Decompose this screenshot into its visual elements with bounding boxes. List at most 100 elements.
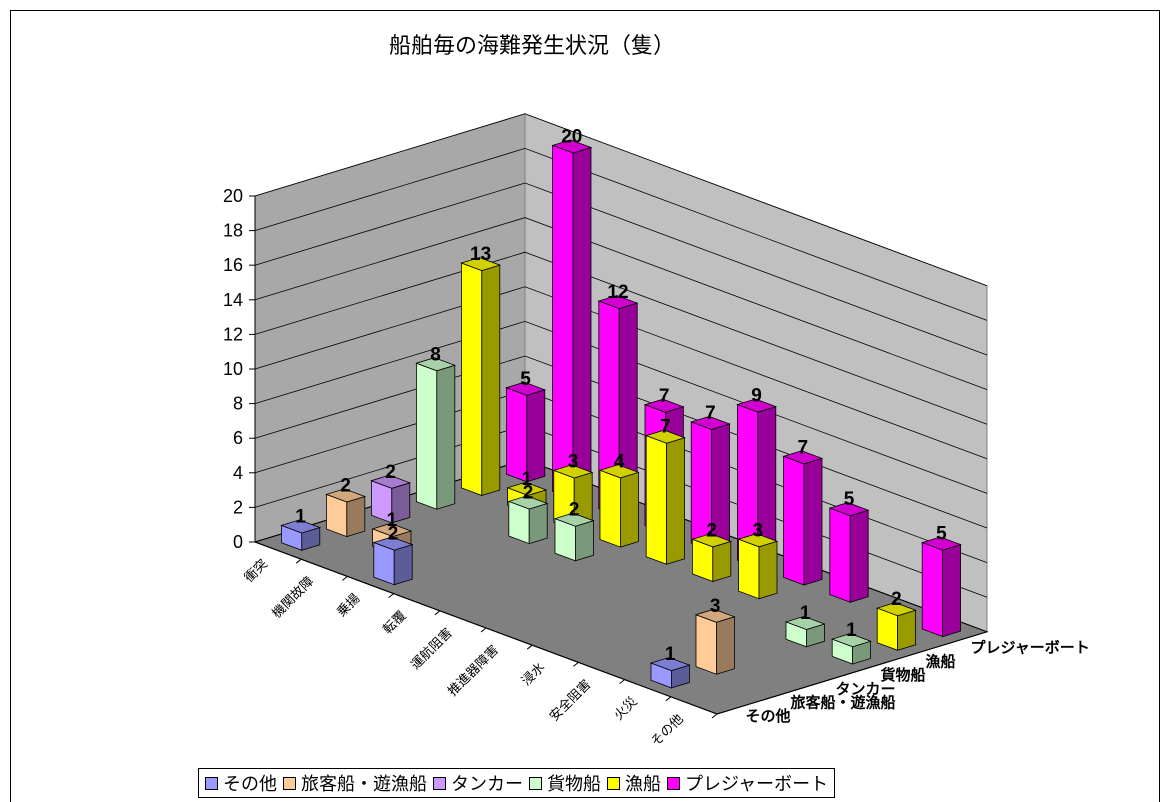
- data-label: 2: [569, 500, 580, 521]
- category-label: その他: [649, 712, 687, 750]
- category-label: 火災: [612, 694, 641, 723]
- z-tick-label: 12: [223, 324, 243, 344]
- data-label: 7: [660, 417, 671, 438]
- data-label: 1: [387, 510, 398, 531]
- legend-item: 貨物船: [529, 770, 601, 796]
- gridline: [254, 182, 988, 356]
- gridline: [254, 147, 988, 321]
- legend-swatch: [607, 776, 620, 790]
- bar: [694, 608, 736, 675]
- legend-item: プレジャーボート: [667, 770, 828, 796]
- z-tick-label: 18: [223, 221, 243, 241]
- bar: [505, 381, 547, 483]
- legend-label: その他: [223, 774, 277, 795]
- legend-item: 漁船: [607, 770, 661, 796]
- category-tick-mark: [711, 713, 718, 719]
- bar: [784, 615, 826, 648]
- z-tick-label: 20: [223, 186, 243, 206]
- legend-swatch: [283, 776, 296, 790]
- legend-swatch: [667, 776, 680, 790]
- data-label: 9: [751, 386, 762, 407]
- data-label: 2: [385, 462, 396, 483]
- category-label: 推進器障害: [445, 642, 502, 699]
- data-label: 7: [798, 437, 809, 458]
- data-label: 2: [706, 520, 717, 541]
- category-tick-mark: [480, 627, 487, 633]
- bar: [597, 295, 639, 517]
- bar: [875, 602, 917, 651]
- z-tick-label: 6: [233, 428, 243, 448]
- bar: [507, 495, 549, 545]
- legend-swatch: [529, 776, 542, 790]
- data-label: 7: [705, 403, 716, 424]
- chart-frame: [10, 10, 1160, 802]
- data-label: 1: [846, 620, 857, 641]
- category-label: 安全阻害: [546, 677, 594, 725]
- category-tick-mark: [526, 644, 533, 650]
- data-label: 1: [295, 506, 306, 527]
- data-label: 12: [607, 282, 628, 303]
- data-label: 2: [388, 524, 399, 545]
- legend-swatch: [433, 776, 446, 790]
- category-tick-mark: [295, 558, 302, 564]
- gridline: [254, 113, 988, 287]
- bar: [372, 536, 414, 586]
- legend-item: タンカー: [433, 770, 523, 796]
- bar: [736, 398, 778, 569]
- legend-swatch: [205, 776, 218, 790]
- data-label: 7: [659, 386, 670, 407]
- bar: [649, 657, 691, 689]
- z-tick-label: 2: [233, 497, 243, 517]
- gridline: [254, 320, 988, 494]
- legend-label: タンカー: [451, 774, 523, 795]
- legend-label: 貨物船: [547, 774, 601, 795]
- bar: [325, 488, 367, 538]
- bar: [782, 450, 824, 586]
- z-tick-label: 0: [233, 532, 243, 552]
- z-tick-label: 14: [223, 290, 243, 310]
- gridline: [254, 217, 988, 390]
- z-tick-label: 10: [223, 359, 243, 379]
- data-label: 2: [891, 589, 902, 610]
- bar: [828, 502, 870, 603]
- z-tick-label: 4: [233, 463, 243, 483]
- data-label: 5: [520, 369, 531, 390]
- bar: [280, 519, 322, 551]
- bar: [920, 536, 962, 638]
- bar: [460, 257, 502, 497]
- gridline: [254, 286, 988, 460]
- data-label: 1: [800, 603, 811, 624]
- data-label: 5: [844, 489, 855, 510]
- legend-item: 旅客船・遊漁船: [283, 770, 427, 796]
- bar: [551, 139, 593, 500]
- bar: [689, 415, 731, 552]
- z-tick-label: 8: [233, 394, 243, 414]
- category-tick-mark: [434, 610, 441, 616]
- category-label: 浸水: [519, 660, 548, 689]
- legend: その他 旅客船・遊漁船 タンカー 貨物船 漁船 プレジャーボート: [198, 768, 836, 798]
- category-label: 乗揚: [334, 591, 364, 621]
- data-label: 2: [340, 475, 351, 496]
- series-axis-label: タンカー: [836, 680, 896, 698]
- bar: [370, 474, 412, 524]
- data-label: 3: [568, 451, 579, 472]
- series-axis-label: 貨物船: [881, 666, 926, 684]
- category-tick-mark: [573, 662, 579, 667]
- data-label: 1: [665, 644, 676, 665]
- category-label: 運航阻害: [408, 625, 456, 673]
- category-label: 衝突: [241, 556, 271, 586]
- data-label: 2: [523, 482, 534, 503]
- gridline: [254, 251, 988, 425]
- legend-item: その他: [205, 770, 277, 796]
- z-tick-label: 16: [223, 255, 243, 275]
- chart-title: 船舶毎の海難発生状況（隻）: [389, 34, 675, 59]
- bar: [691, 533, 733, 583]
- series-axis-label: 漁船: [926, 652, 956, 670]
- category-label: 転覆: [381, 608, 410, 637]
- bar: [598, 464, 640, 548]
- data-label: 3: [753, 520, 764, 541]
